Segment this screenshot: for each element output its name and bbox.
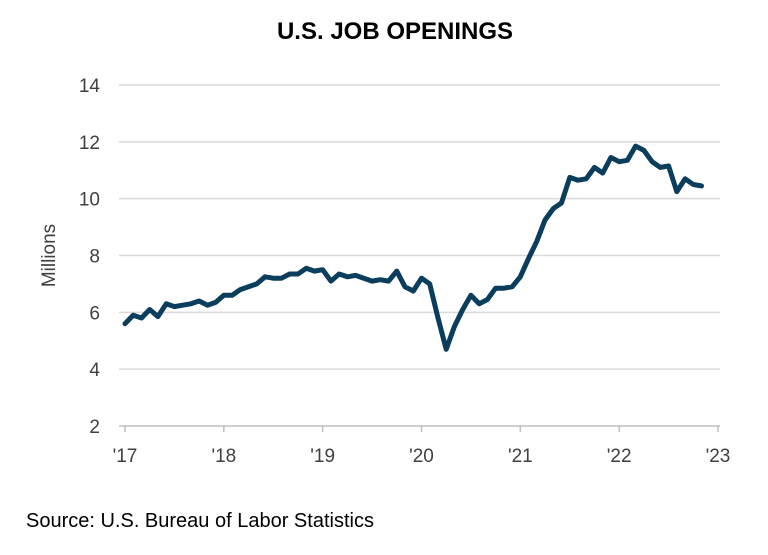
x-tick-label: '18 — [211, 446, 236, 467]
x-tick-label: '23 — [706, 446, 731, 467]
y-tick-label: 6 — [89, 303, 100, 324]
x-tick-label: '19 — [310, 446, 335, 467]
x-tick-label: '22 — [607, 446, 632, 467]
y-tick-label: 8 — [89, 247, 100, 268]
source-note: Source: U.S. Bureau of Labor Statistics — [26, 510, 374, 532]
y-tick-label: 4 — [89, 360, 100, 381]
chart-title: U.S. JOB OPENINGS — [276, 18, 514, 45]
x-tick-label: '21 — [508, 446, 533, 467]
x-tick-label: '20 — [409, 446, 434, 467]
x-tick-label: '17 — [113, 446, 138, 467]
y-tick-label: 14 — [79, 76, 101, 97]
y-tick-label: 2 — [89, 417, 100, 438]
y-tick-label: 10 — [79, 190, 100, 211]
y-tick-label: 12 — [79, 133, 100, 154]
y-axis-label: Millions — [39, 224, 60, 287]
series-line-job-openings — [122, 143, 704, 352]
